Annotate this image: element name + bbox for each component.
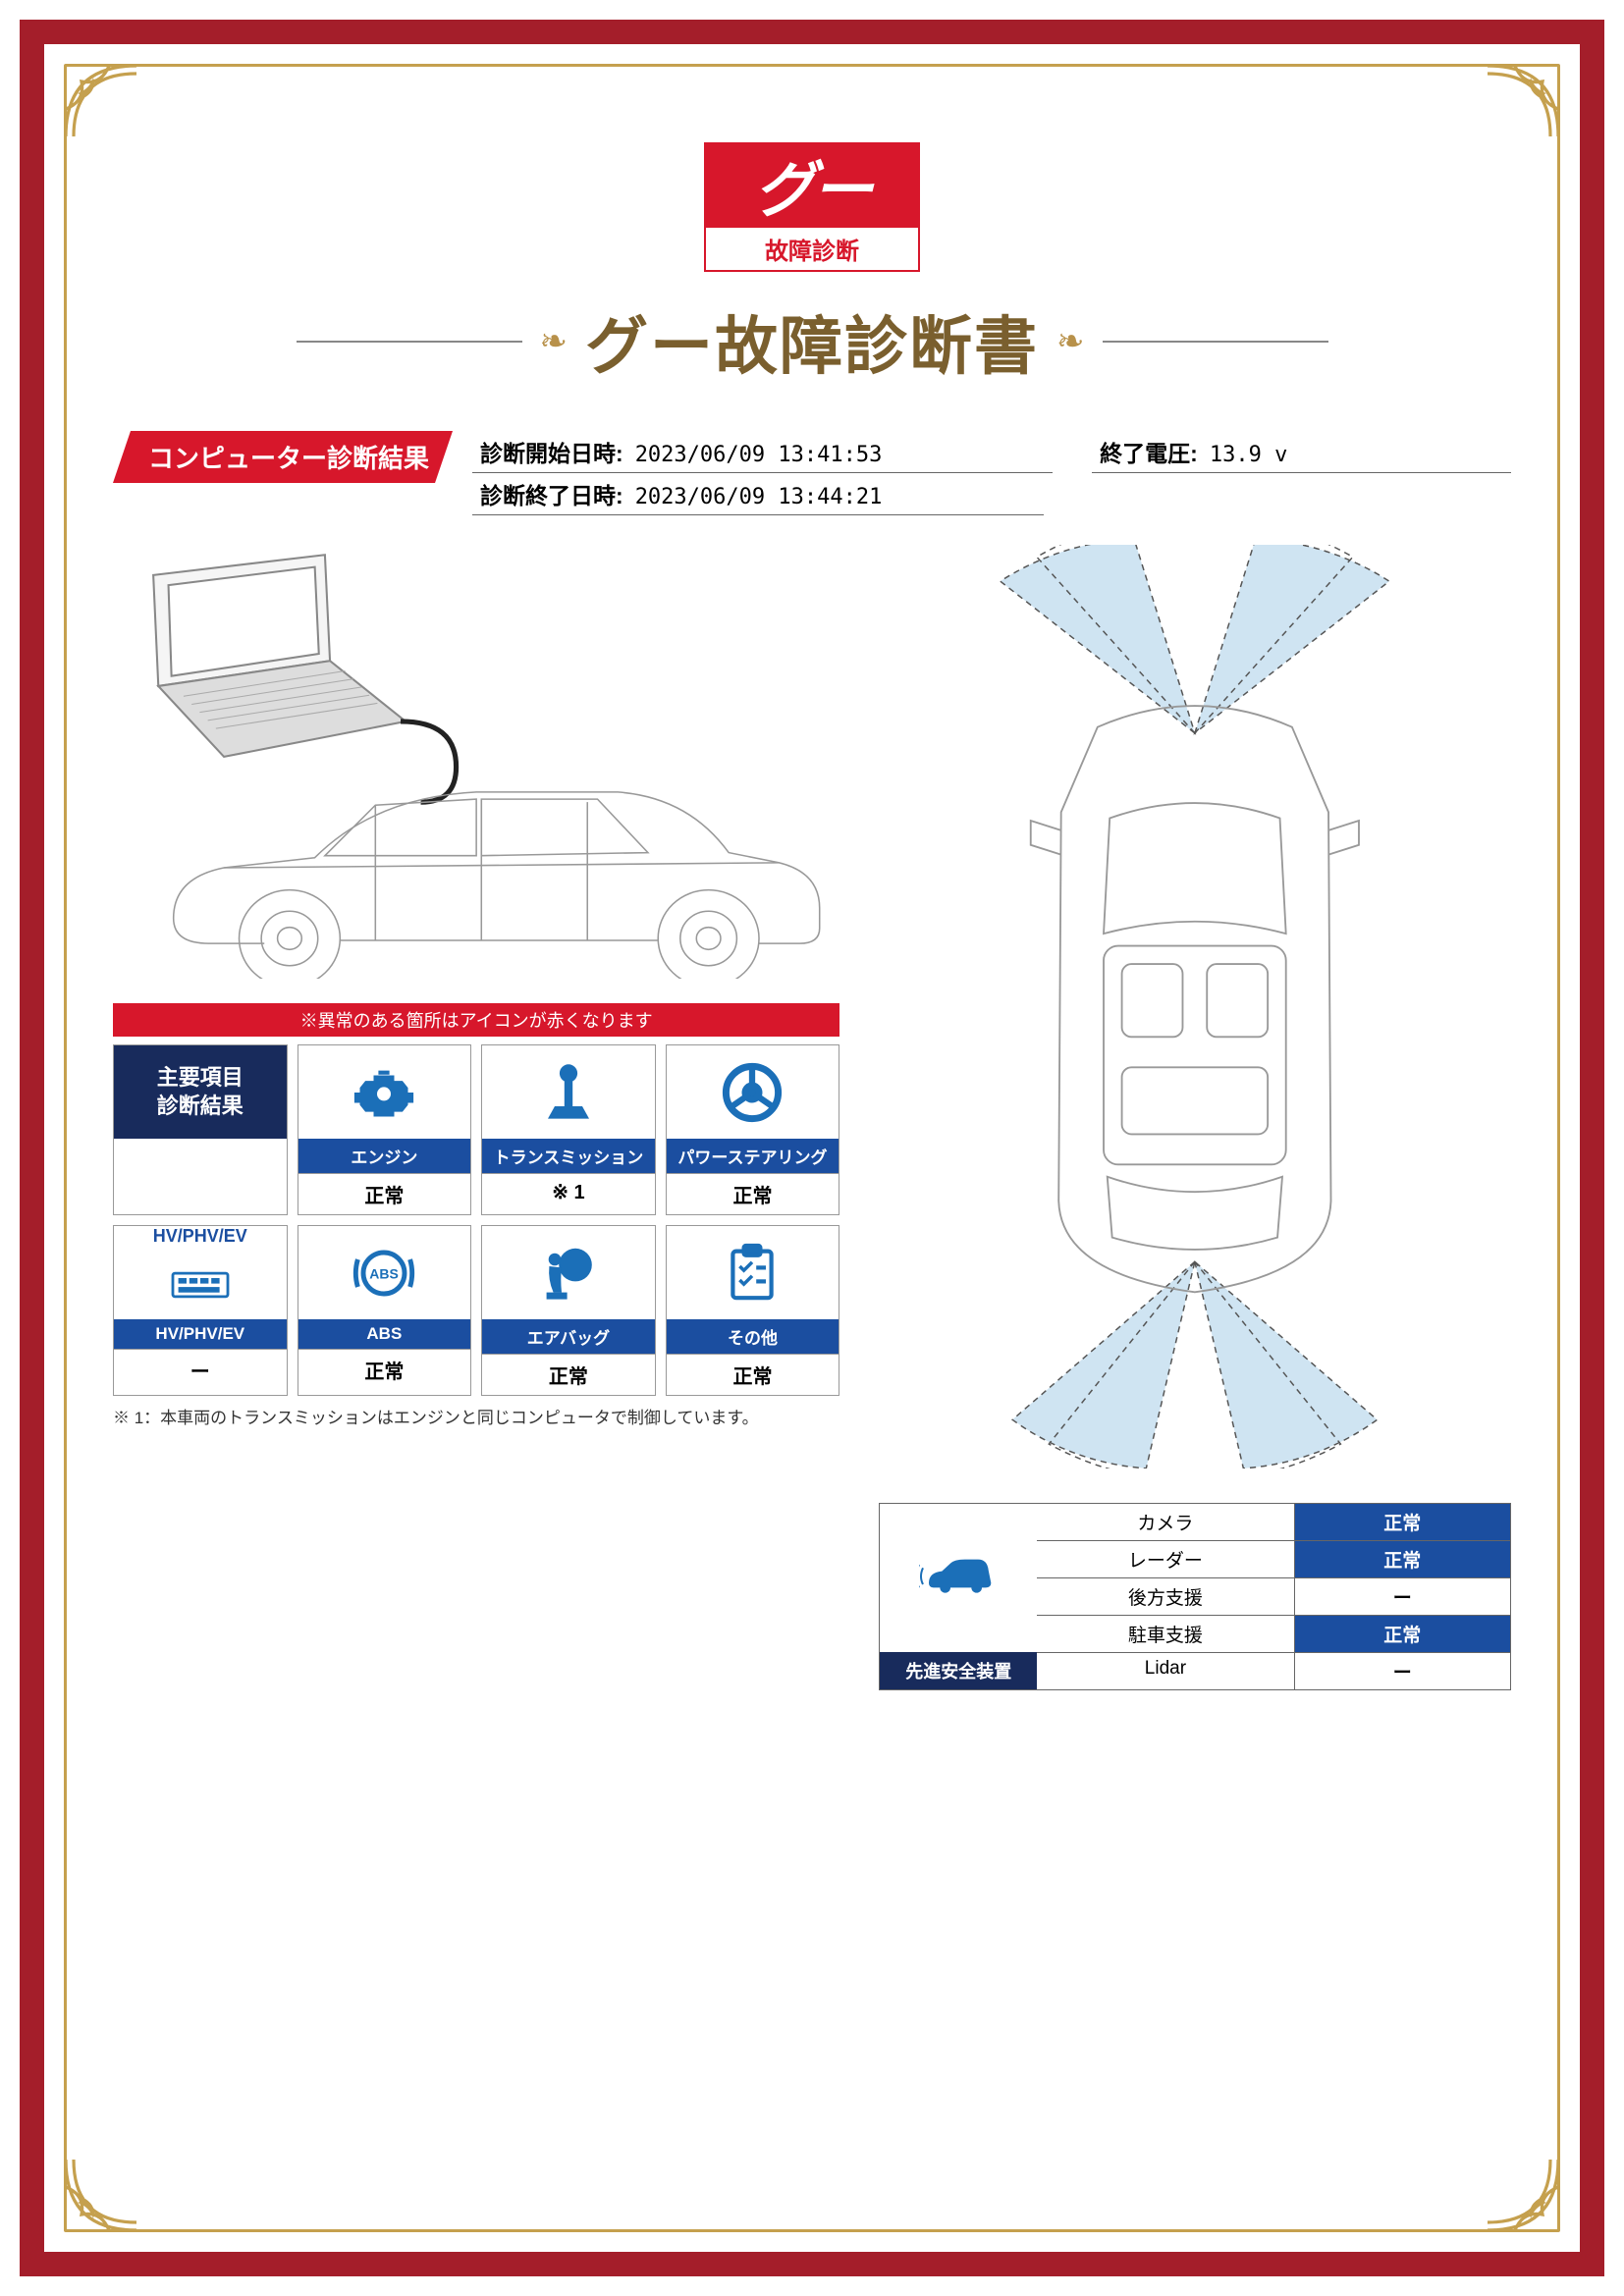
safety-rows: カメラ正常レーダー正常後方支援ー駐車支援正常Lidarー	[1037, 1504, 1510, 1689]
engine-name: エンジン	[298, 1139, 471, 1173]
other-status: 正常	[667, 1354, 839, 1395]
title-rule-left	[297, 341, 522, 343]
svg-text:ABS: ABS	[370, 1265, 400, 1281]
voltage-label: 終了電圧:	[1100, 435, 1198, 468]
tile-powersteering: パワーステアリング 正常	[666, 1044, 840, 1215]
tile-abs: ABS ABS 正常	[298, 1225, 472, 1396]
engine-icon	[298, 1045, 471, 1139]
title-row: ❧ グー故障診断書 ❧	[113, 296, 1511, 387]
airbag-name: エアバッグ	[482, 1319, 655, 1354]
safety-row-status: ー	[1295, 1653, 1510, 1689]
abs-name: ABS	[298, 1319, 471, 1349]
safety-row-status: 正常	[1295, 1541, 1510, 1577]
steering-icon	[667, 1045, 839, 1139]
title-ornament-right: ❧	[1056, 322, 1085, 361]
tile-airbag: エアバッグ 正常	[481, 1225, 656, 1396]
safety-row-status: 正常	[1295, 1616, 1510, 1652]
airbag-status: 正常	[482, 1354, 655, 1395]
title-ornament-left: ❧	[540, 322, 568, 361]
diagnostic-meta: 診断開始日時: 2023/06/09 13:41:53 終了電圧: 13.9 v…	[472, 431, 1511, 515]
safety-row: カメラ正常	[1037, 1504, 1510, 1541]
safety-row: 駐車支援正常	[1037, 1616, 1510, 1653]
diagram-right: 先進安全装置 カメラ正常レーダー正常後方支援ー駐車支援正常Lidarー	[879, 545, 1511, 1690]
diagram-left: ※異常のある箇所はアイコンが赤くなります 主要項目 診断結果 エンジン 正常	[113, 545, 839, 1690]
safety-header: 先進安全装置	[880, 1504, 1037, 1689]
safety-row: Lidarー	[1037, 1653, 1510, 1689]
tile-hv: HV/PHV/EV HV/PHV/EV ー	[113, 1225, 288, 1396]
safety-row-name: 後方支援	[1037, 1578, 1294, 1615]
safety-row-name: Lidar	[1037, 1653, 1294, 1689]
safety-row-status: ー	[1295, 1578, 1510, 1615]
footnote: ※ 1：本車両のトランスミッションはエンジンと同じコンピュータで制御しています。	[113, 1404, 839, 1428]
hv-icon: HV/PHV/EV	[114, 1226, 287, 1319]
hv-name: HV/PHV/EV	[114, 1319, 287, 1349]
safety-row-name: レーダー	[1037, 1541, 1294, 1577]
abs-icon: ABS	[298, 1226, 471, 1319]
hv-icon-label: HV/PHV/EV	[153, 1226, 247, 1247]
certificate-page: グー 故障診断 ❧ グー故障診断書 ❧ コンピューター診断結果 診断開始日時: …	[44, 44, 1580, 2252]
end-time-label: 診断終了日時:	[480, 477, 623, 510]
brand-logo: グー 故障診断	[704, 142, 920, 272]
tile-transmission: トランスミッション ※ 1	[481, 1044, 656, 1215]
airbag-icon	[482, 1226, 655, 1319]
safety-header-label: 先進安全装置	[901, 1652, 1015, 1689]
transmission-name: トランスミッション	[482, 1139, 655, 1173]
car-top-sensor-diagram	[879, 545, 1511, 1468]
start-time-label: 診断開始日時:	[480, 435, 623, 468]
abs-status: 正常	[298, 1349, 471, 1390]
result-grid: 主要項目 診断結果 エンジン 正常 トランスミッション	[113, 1044, 839, 1396]
safety-row: レーダー正常	[1037, 1541, 1510, 1578]
other-name: その他	[667, 1319, 839, 1354]
transmission-status: ※ 1	[482, 1173, 655, 1210]
document-title: グー故障診断書	[585, 296, 1039, 387]
engine-status: 正常	[298, 1173, 471, 1214]
safety-table: 先進安全装置 カメラ正常レーダー正常後方支援ー駐車支援正常Lidarー	[879, 1503, 1511, 1690]
warning-bar: ※異常のある箇所はアイコンが赤くなります	[113, 1003, 839, 1037]
end-time-value: 2023/06/09 13:44:21	[635, 485, 883, 509]
diagram-row: ※異常のある箇所はアイコンが赤くなります 主要項目 診断結果 エンジン 正常	[113, 545, 1511, 1690]
content-area: グー 故障診断 ❧ グー故障診断書 ❧ コンピューター診断結果 診断開始日時: …	[113, 103, 1511, 2193]
section-ribbon: コンピューター診断結果	[113, 431, 453, 483]
logo-subtitle: 故障診断	[704, 226, 920, 272]
powersteering-name: パワーステアリング	[667, 1139, 839, 1173]
powersteering-status: 正常	[667, 1173, 839, 1214]
adas-car-icon	[880, 1504, 1037, 1652]
section-header-row: コンピューター診断結果 診断開始日時: 2023/06/09 13:41:53 …	[113, 431, 1511, 515]
clipboard-icon	[667, 1226, 839, 1319]
transmission-icon	[482, 1045, 655, 1139]
tile-engine: エンジン 正常	[298, 1044, 472, 1215]
voltage-value: 13.9 v	[1210, 443, 1287, 467]
safety-row: 後方支援ー	[1037, 1578, 1510, 1616]
safety-row-name: カメラ	[1037, 1504, 1294, 1540]
title-rule-right	[1103, 341, 1328, 343]
start-time-value: 2023/06/09 13:41:53	[635, 443, 883, 467]
main-header-text: 主要項目 診断結果	[149, 1064, 251, 1120]
tile-main-header: 主要項目 診断結果	[113, 1044, 288, 1215]
logo-text: グー	[754, 140, 870, 229]
safety-row-name: 駐車支援	[1037, 1616, 1294, 1652]
tile-other: その他 正常	[666, 1225, 840, 1396]
safety-row-status: 正常	[1295, 1504, 1510, 1540]
laptop-car-diagram	[113, 545, 839, 979]
hv-status: ー	[114, 1349, 287, 1390]
